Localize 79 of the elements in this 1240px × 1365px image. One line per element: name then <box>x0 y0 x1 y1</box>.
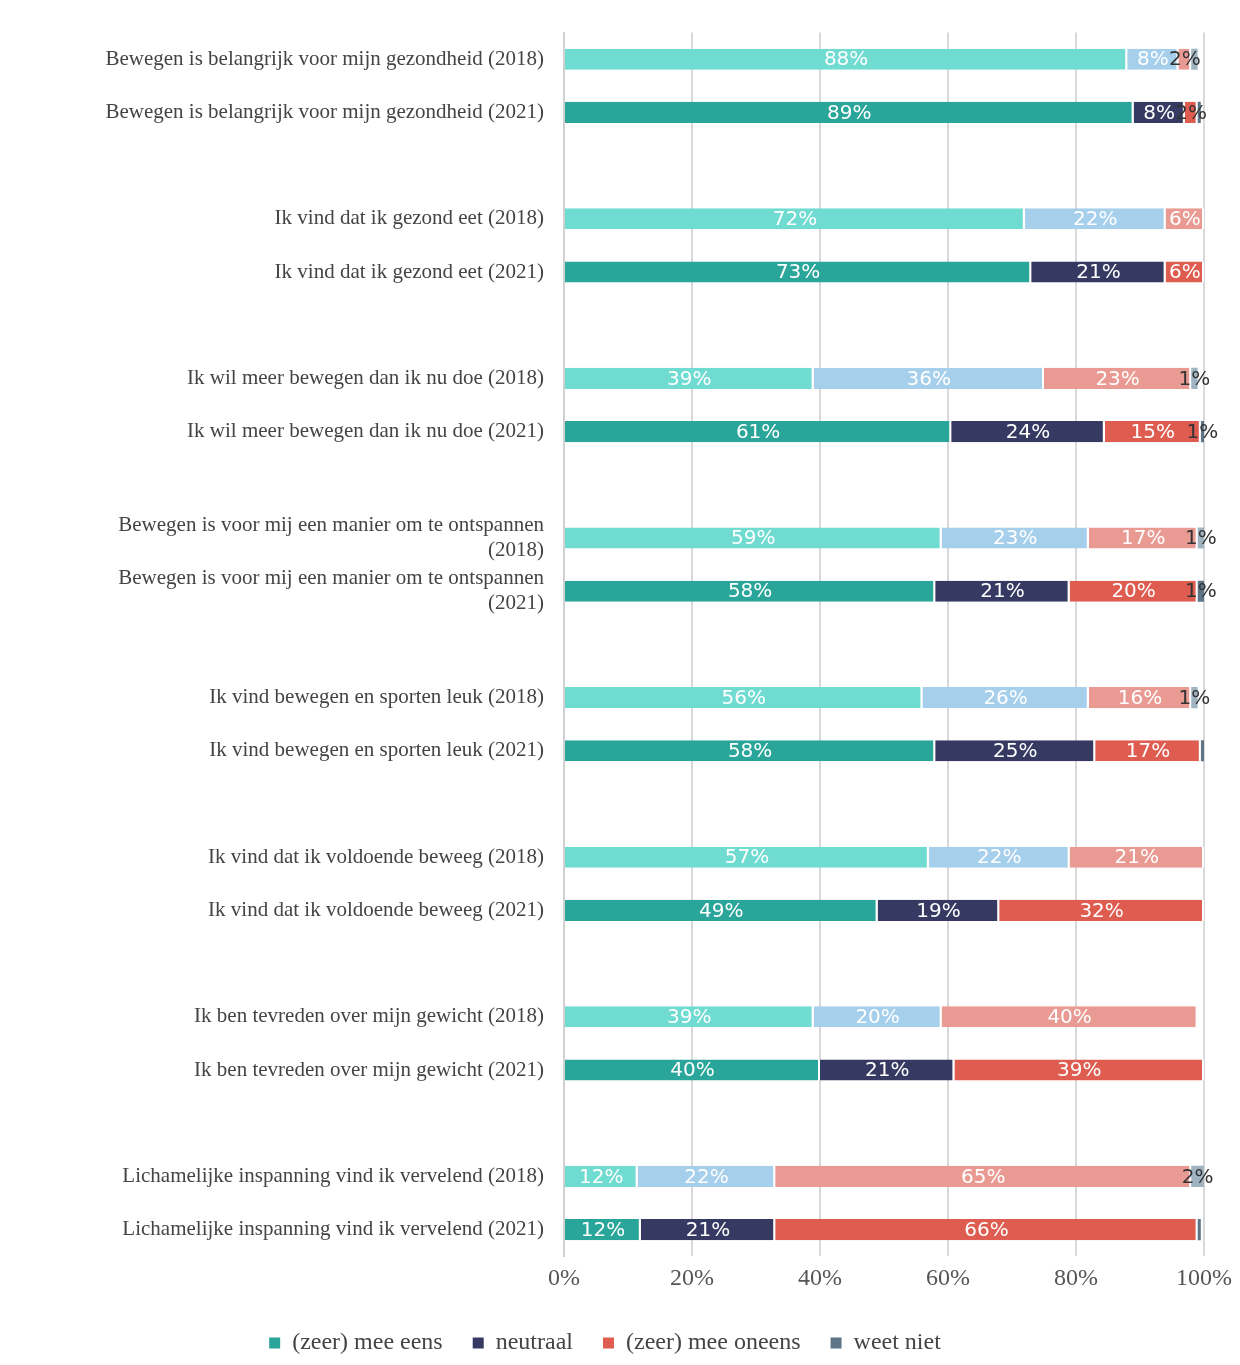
data-label: 36% <box>906 365 952 390</box>
x-tick-label: 60% <box>926 1263 970 1290</box>
data-label: 2% <box>1168 46 1201 71</box>
data-label: 73% <box>775 259 821 284</box>
data-label: 56% <box>721 684 766 709</box>
data-label: 21% <box>864 1057 910 1082</box>
data-label: 72% <box>772 206 818 230</box>
y-tick-label: Ik vind bewegen en sporten leuk (2021) <box>209 737 544 762</box>
data-label: 17% <box>1125 738 1171 762</box>
data-label: 1% <box>1178 365 1211 390</box>
legend-label: neutraal <box>495 1328 574 1355</box>
data-label: 58% <box>727 738 773 762</box>
y-tick-label: Ik vind dat ik voldoende beweeg (2018) <box>208 843 544 868</box>
data-label: 6% <box>1168 259 1201 284</box>
data-label: 21% <box>685 1216 731 1241</box>
data-label: 88% <box>823 46 869 71</box>
y-tick-label: Ik ben tevreden over mijn gewicht (2018) <box>194 1003 544 1028</box>
y-tick-label: Lichamelijke inspanning vind ik vervelend (2018) <box>122 1162 545 1187</box>
data-label: 20% <box>855 1004 900 1028</box>
data-label: 21% <box>1114 844 1160 869</box>
data-label: 8% <box>1136 46 1169 71</box>
data-label: 1% <box>1178 684 1211 709</box>
x-tick-label: 100% <box>1176 1263 1232 1290</box>
x-tick-label: 0% <box>548 1263 580 1290</box>
data-label: 39% <box>667 365 712 390</box>
data-label: 2% <box>1181 1163 1214 1188</box>
data-label: 49% <box>699 897 744 922</box>
data-label: 22% <box>976 844 1022 869</box>
data-label: 40% <box>670 1057 715 1082</box>
data-label: 6% <box>1168 206 1201 230</box>
data-label: 1% <box>1184 525 1217 550</box>
data-label: 21% <box>980 578 1025 603</box>
data-label: 19% <box>916 897 961 922</box>
data-label: 39% <box>667 1004 712 1028</box>
data-label: 23% <box>992 525 1038 550</box>
data-label: 61% <box>735 418 781 443</box>
data-label: 16% <box>1117 684 1163 709</box>
data-label: 23% <box>1095 365 1140 390</box>
x-tick-label: 80% <box>1054 1263 1098 1290</box>
data-label: 40% <box>1047 1004 1092 1028</box>
data-label: 39% <box>1056 1057 1102 1082</box>
data-label: 24% <box>1005 418 1051 443</box>
y-tick-label: Bewegen is voor mij een manier om te ontspannen (2018) <box>118 511 545 562</box>
x-tick-label: 40% <box>798 1263 842 1290</box>
data-label: 25% <box>992 738 1038 762</box>
data-label: 22% <box>684 1163 729 1188</box>
y-tick-label: Ik vind dat ik gezond eet (2018) <box>274 205 545 230</box>
data-label: 12% <box>580 1216 626 1241</box>
y-tick-label: Ik ben tevreden over mijn gewicht (2021) <box>194 1056 544 1081</box>
y-tick-label: Ik vind bewegen en sporten leuk (2018) <box>209 684 544 709</box>
data-label: 2% <box>1175 99 1208 124</box>
y-tick-label: Ik wil meer bewegen dan ik nu doe (2021) <box>187 418 544 443</box>
data-label: 65% <box>960 1163 1006 1188</box>
y-tick-label: Ik wil meer bewegen dan ik nu doe (2018) <box>187 364 544 389</box>
y-tick-label: Ik vind dat ik voldoende beweeg (2021) <box>208 896 544 921</box>
data-label: 8% <box>1143 99 1176 124</box>
data-label: 22% <box>1072 206 1118 230</box>
data-label: 58% <box>727 578 773 603</box>
y-tick-label: Lichamelijke inspanning vind ik vervelend (2021) <box>122 1216 545 1241</box>
legend-label: (zeer) mee oneens <box>626 1328 801 1355</box>
data-label: 20% <box>1111 578 1156 603</box>
legend-label: weet niet <box>853 1328 942 1355</box>
data-label: 26% <box>983 684 1028 709</box>
data-label: 59% <box>731 525 776 550</box>
data-label: 66% <box>964 1216 1009 1241</box>
data-label: 89% <box>827 99 872 124</box>
data-label: 57% <box>724 844 770 869</box>
data-label: 15% <box>1130 418 1176 443</box>
data-label: 17% <box>1120 525 1166 550</box>
data-label: 32% <box>1079 897 1124 922</box>
data-label: 21% <box>1076 259 1121 284</box>
data-label: 12% <box>579 1163 624 1188</box>
data-label: 1% <box>1184 578 1217 603</box>
y-tick-label: Bewegen is belangrijk voor mijn gezondheid (2021) <box>105 98 544 123</box>
x-tick-label: 20% <box>670 1263 714 1290</box>
legend-label: (zeer) mee eens <box>292 1328 443 1355</box>
y-tick-label: Bewegen is belangrijk voor mijn gezondheid (2018) <box>105 45 544 70</box>
y-tick-label: Bewegen is voor mij een manier om te ontspannen (2021) <box>118 565 545 615</box>
y-tick-label: Ik vind dat ik gezond eet (2021) <box>274 258 545 283</box>
